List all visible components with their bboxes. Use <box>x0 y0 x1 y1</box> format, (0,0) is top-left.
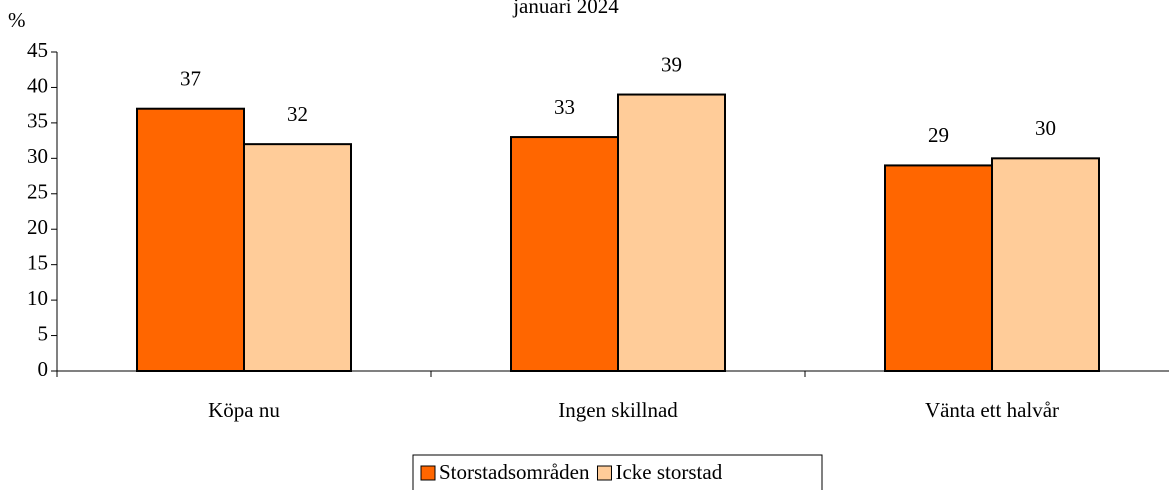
bar <box>243 143 352 372</box>
y-tick-label: 0 <box>38 357 49 381</box>
y-tick-label: 30 <box>27 144 48 168</box>
legend-swatch <box>420 465 436 481</box>
x-tick-label: Köpa nu <box>208 398 280 422</box>
y-tick-label: 15 <box>27 250 48 274</box>
y-tick-label: 35 <box>27 109 48 133</box>
x-tick-label: Vänta ett halvår <box>925 398 1059 422</box>
bar <box>136 107 245 372</box>
y-tick-label: 40 <box>27 73 48 97</box>
y-tick-label: 10 <box>27 286 48 310</box>
legend-box <box>412 454 823 490</box>
y-axis-label: % <box>8 8 26 32</box>
y-tick-label: 25 <box>27 180 48 204</box>
y-tick-label: 45 <box>27 38 48 62</box>
data-label: 29 <box>928 123 949 147</box>
bar <box>991 157 1100 372</box>
data-label: 33 <box>554 95 575 119</box>
data-label: 32 <box>287 102 308 126</box>
bar <box>617 93 726 373</box>
chart-title: januari 2024 <box>512 0 619 18</box>
y-tick-label: 20 <box>27 215 48 239</box>
legend-label: Icke storstad <box>615 460 722 484</box>
legend-swatch <box>596 465 612 481</box>
x-tick-label: Ingen skillnad <box>558 398 678 422</box>
data-label: 37 <box>180 67 201 91</box>
legend-label: Storstadsområden <box>439 460 590 484</box>
y-tick-label: 5 <box>38 321 49 345</box>
data-label: 30 <box>1035 116 1056 140</box>
data-label: 39 <box>661 52 682 76</box>
bar <box>510 136 619 372</box>
bar <box>884 164 993 372</box>
